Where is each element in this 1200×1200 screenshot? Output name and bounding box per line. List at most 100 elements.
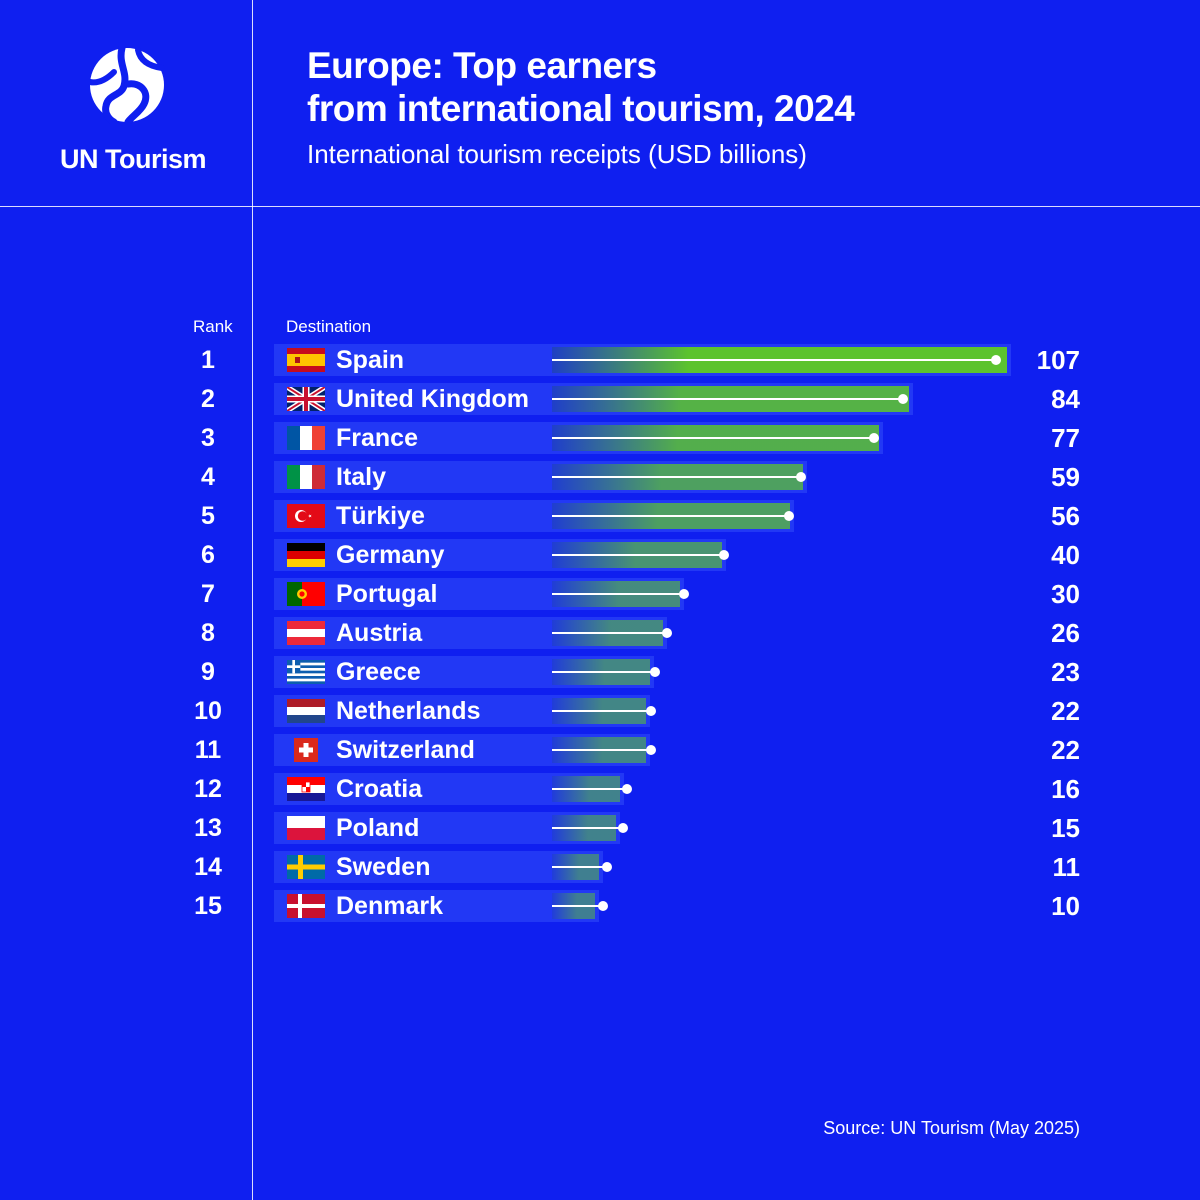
- poland-flag-icon: [287, 816, 325, 840]
- italy-flag-icon: [287, 465, 325, 489]
- destination-name: Switzerland: [336, 736, 475, 764]
- value-dot: [869, 433, 880, 443]
- vertical-divider: [252, 0, 253, 1200]
- destination-name: Denmark: [336, 892, 443, 920]
- rank-column-header: Rank: [193, 317, 233, 336]
- destination-name: Sweden: [336, 853, 431, 881]
- destination-name: Poland: [336, 814, 420, 842]
- value-label: 56: [1051, 501, 1080, 531]
- value-label: 22: [1051, 735, 1080, 765]
- france-flag-icon: [287, 426, 325, 450]
- value-label: 107: [1036, 345, 1080, 375]
- chart-row: 14 Sweden 11: [0, 851, 1200, 883]
- destination-name: Netherlands: [336, 697, 481, 725]
- value-dot: [621, 784, 632, 794]
- chart-row: 15 Denmark 10: [0, 890, 1200, 922]
- chart-title: Europe: Top earners from international t…: [307, 44, 855, 130]
- chart-row: 12 Croatia 16: [0, 773, 1200, 805]
- destination-name: Croatia: [336, 775, 423, 803]
- value-line: [552, 476, 802, 478]
- value-dot: [662, 628, 673, 638]
- chart-row: 11 Switzerland 22: [0, 734, 1200, 766]
- value-label: 15: [1051, 813, 1080, 843]
- chart-subtitle: International tourism receipts (USD bill…: [307, 139, 807, 169]
- brand-name: UN Tourism: [60, 144, 207, 174]
- chart-row: 10 Netherlands 22: [0, 695, 1200, 727]
- destination-name: Türkiye: [336, 502, 425, 530]
- portugal-flag-icon: [287, 582, 325, 606]
- destination-name: France: [336, 424, 418, 452]
- value-dot: [796, 472, 807, 482]
- value-label: 59: [1051, 462, 1080, 492]
- destination-name: Germany: [336, 541, 445, 569]
- value-line: [552, 905, 603, 907]
- chart-row: 5 Türkiye 56: [0, 500, 1200, 532]
- united-kingdom-flag-icon: [285, 384, 327, 414]
- chart-row: 13 Poland 15: [0, 812, 1200, 844]
- value-line: [552, 554, 725, 556]
- value-label: 40: [1051, 540, 1080, 570]
- turkiye-flag-icon: [287, 504, 325, 528]
- value-label: 23: [1051, 657, 1080, 687]
- destination-column-header: Destination: [286, 317, 372, 336]
- austria-flag-icon: [287, 621, 325, 645]
- title-line-2: from international tourism, 2024: [307, 88, 855, 129]
- value-label: 10: [1051, 891, 1080, 921]
- value-label: 26: [1051, 618, 1080, 648]
- value-dot: [784, 511, 795, 521]
- rank-label: 9: [201, 658, 215, 686]
- spain-flag-icon: [287, 348, 325, 372]
- rank-label: 5: [201, 502, 215, 530]
- destination-name: Portugal: [336, 580, 438, 608]
- rank-label: 8: [201, 619, 215, 647]
- row-background-bar: [274, 890, 599, 922]
- rank-label: 7: [201, 580, 215, 608]
- denmark-flag-icon: [287, 894, 325, 918]
- value-line: [552, 749, 652, 751]
- value-label: 84: [1051, 384, 1080, 414]
- value-dot: [617, 823, 628, 833]
- row-background-bar: [274, 851, 603, 883]
- chart-row: 8 Austria 26: [0, 617, 1200, 649]
- value-dot: [991, 355, 1001, 365]
- rank-label: 14: [194, 853, 222, 881]
- rank-label: 11: [194, 736, 222, 764]
- chart-row: 3 France 77: [0, 422, 1200, 454]
- croatia-flag-icon: [287, 777, 325, 801]
- value-dot: [601, 862, 612, 872]
- value-label: 11: [1052, 852, 1081, 882]
- destination-name: United Kingdom: [336, 385, 530, 413]
- source-note: Source: UN Tourism (May 2025): [823, 1118, 1080, 1138]
- value-line: [552, 398, 903, 400]
- rank-label: 10: [194, 697, 222, 725]
- un-tourism-globe-icon: [88, 46, 165, 124]
- value-dot: [678, 589, 689, 599]
- chart-row: 7 Portugal 30: [0, 578, 1200, 610]
- rank-label: 12: [194, 775, 222, 803]
- value-line: [552, 827, 623, 829]
- value-dot: [646, 745, 657, 755]
- rank-label: 15: [194, 892, 222, 920]
- destination-name: Greece: [336, 658, 421, 686]
- value-label: 77: [1051, 423, 1080, 453]
- value-dot: [650, 667, 661, 677]
- chart-row: 1 Spain 107: [0, 344, 1200, 376]
- value-label: 16: [1051, 774, 1080, 804]
- value-line: [552, 359, 996, 361]
- destination-name: Spain: [336, 346, 405, 374]
- rank-label: 3: [201, 424, 215, 452]
- value-label: 30: [1051, 579, 1080, 609]
- value-line: [552, 671, 656, 673]
- chart-row: 4 Italy 59: [0, 461, 1200, 493]
- value-dot: [646, 706, 657, 716]
- rank-label: 6: [201, 541, 215, 569]
- netherlands-flag-icon: [287, 699, 325, 723]
- sweden-flag-icon: [287, 855, 325, 879]
- destination-name: Austria: [336, 619, 423, 647]
- value-line: [552, 515, 790, 517]
- value-line: [552, 437, 875, 439]
- rank-label: 2: [201, 385, 215, 413]
- value-line: [552, 788, 627, 790]
- horizontal-divider: [0, 206, 1200, 207]
